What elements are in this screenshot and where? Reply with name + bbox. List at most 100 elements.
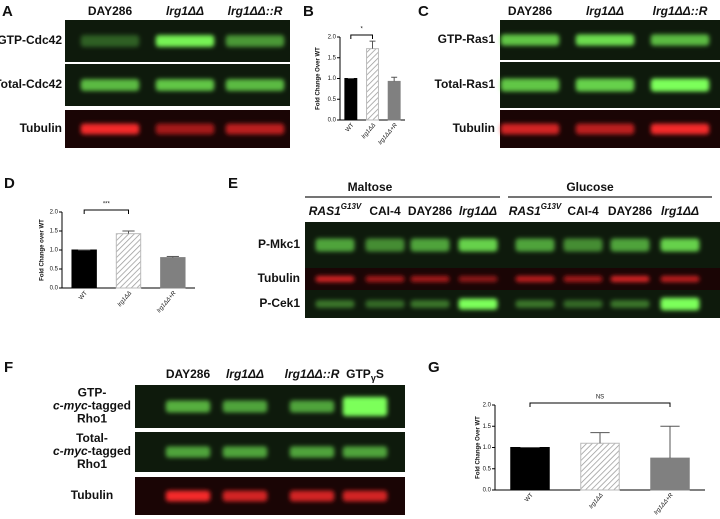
y-tick-label: 0.5	[483, 466, 492, 472]
blot-band	[222, 400, 268, 413]
lane-label: lrg1ΔΔ::R	[285, 367, 340, 381]
bar	[387, 80, 401, 121]
row-label: P-Cek1	[259, 296, 300, 310]
y-tick-label: 2.0	[328, 35, 337, 41]
lane-subscript: γ	[371, 373, 376, 383]
lane-text: lrg1ΔΔ	[166, 4, 204, 18]
blot-band	[575, 78, 635, 92]
blot-band	[165, 446, 211, 458]
blot-band	[342, 396, 388, 417]
x-tick-label: lrg1ΔΔ+R	[653, 492, 675, 516]
bar	[160, 257, 186, 289]
blot-band	[660, 238, 700, 252]
lane-text: lrg1ΔΔ	[459, 204, 497, 218]
lane-label: lrg1ΔΔ	[661, 204, 699, 218]
blot-band	[500, 78, 560, 92]
y-axis-title: Fold Change Over WT	[316, 47, 322, 110]
blot-band	[315, 300, 355, 308]
row-label-part: Tubulin	[20, 121, 62, 135]
lane-label: RAS1G13V	[309, 202, 362, 218]
lane-text: lrg1ΔΔ::R	[228, 4, 283, 18]
y-tick-label: 1.5	[50, 229, 59, 235]
significance-label: ***	[103, 202, 111, 208]
x-tick-label: WT	[524, 492, 535, 503]
blot-band	[410, 300, 450, 308]
y-tick-label: 2.0	[483, 403, 492, 409]
blot-band	[650, 34, 710, 46]
lane-text: lrg1ΔΔ	[586, 4, 624, 18]
significance-bracket	[529, 402, 671, 407]
blot-band	[660, 275, 700, 283]
lane-text: lrg1ΔΔ	[226, 367, 264, 381]
bar	[344, 78, 358, 121]
y-axis-title: Fold Change Over WT	[476, 416, 482, 479]
group-label: Maltose	[348, 180, 393, 194]
panel-letter: C	[418, 3, 429, 20]
blot-band	[500, 123, 560, 135]
row-label: Total-	[76, 431, 108, 445]
row-label-part: GTP-	[78, 386, 107, 400]
y-tick-label: 1.5	[328, 55, 337, 61]
lane-label: DAY286	[408, 204, 453, 218]
row-label: c-myc-tagged	[53, 399, 131, 413]
row-label-part: Total-Ras1	[435, 77, 496, 91]
blot-band	[575, 123, 635, 135]
lane-label: lrg1ΔΔ	[459, 204, 497, 218]
lane-text: DAY286	[88, 4, 133, 18]
bar	[510, 447, 550, 491]
blot-band	[222, 490, 268, 502]
row-label-part: P-Cek1	[259, 296, 300, 310]
blot-band	[155, 123, 215, 135]
blot-band	[155, 79, 215, 91]
x-tick-label: lrg1ΔΔ	[361, 122, 377, 140]
row-label: GTP-	[78, 386, 107, 400]
row-label: Total-Ras1	[435, 77, 496, 91]
x-tick-label: lrg1ΔΔ+R	[156, 290, 178, 314]
blot-band	[515, 238, 555, 252]
y-tick-label: 1.0	[50, 248, 59, 254]
blot-band	[365, 275, 405, 283]
lane-label: CAI-4	[369, 204, 401, 218]
blot-band	[610, 275, 650, 283]
bar	[366, 48, 379, 121]
row-label: Total-Cdc42	[0, 77, 62, 91]
blot-band	[458, 275, 498, 283]
blot-band	[165, 400, 211, 413]
y-tick-label: 2.0	[50, 210, 59, 216]
row-label-part: Tubulin	[71, 488, 113, 502]
blot-band	[660, 297, 700, 311]
lane-text: S	[376, 367, 384, 381]
blot-band	[365, 238, 405, 252]
blot-band	[650, 78, 710, 92]
blot-band	[650, 123, 710, 135]
row-label-part: Tubulin	[258, 271, 300, 285]
lane-superscript: G13V	[541, 202, 562, 211]
lane-text: DAY286	[166, 367, 211, 381]
row-label-part: c-myc	[53, 399, 88, 413]
row-label-part: Tubulin	[453, 121, 495, 135]
row-label: Tubulin	[258, 271, 300, 285]
blot-band	[315, 238, 355, 252]
y-tick-label: 0.0	[50, 286, 59, 292]
row-label-part: Rho1	[77, 457, 107, 471]
blot-band	[365, 300, 405, 308]
row-label: Rho1	[77, 412, 107, 426]
lane-text: DAY286	[408, 204, 453, 218]
lane-text: CAI-4	[369, 204, 401, 218]
blot-band	[458, 238, 498, 252]
blot-band	[515, 275, 555, 283]
row-label-part: GTP-Ras1	[438, 32, 496, 46]
panel-letter: D	[4, 175, 15, 192]
blot-band	[563, 238, 603, 252]
blot-band	[515, 300, 555, 308]
y-tick-label: 0.5	[328, 97, 337, 103]
blot-band	[80, 123, 140, 135]
bar	[71, 249, 97, 289]
blot-band	[410, 238, 450, 252]
y-tick-label: 0.5	[50, 267, 59, 273]
lane-label: DAY286	[166, 367, 211, 381]
panel-letter: E	[228, 175, 238, 192]
lane-label: DAY286	[608, 204, 653, 218]
row-label: P-Mkc1	[258, 237, 300, 251]
